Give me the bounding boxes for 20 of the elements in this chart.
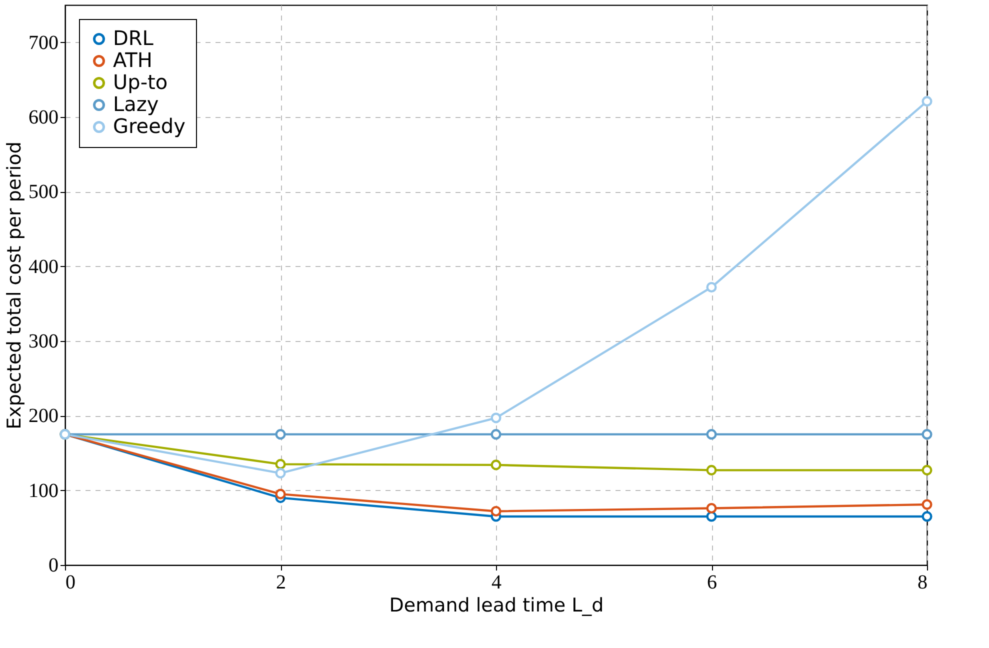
x-tick-label: 0 xyxy=(66,572,76,594)
legend-label: Greedy xyxy=(113,114,186,138)
y-tick-label: 300 xyxy=(28,330,58,352)
legend-label: DRL xyxy=(113,26,154,50)
x-tick-label: 8 xyxy=(918,572,928,594)
legend-label: Up-to xyxy=(113,70,168,94)
y-tick-label: 500 xyxy=(28,181,58,204)
legend-label: ATH xyxy=(113,48,152,72)
x-tick-label: 2 xyxy=(276,572,286,594)
y-tick-label: 100 xyxy=(28,480,58,502)
y-tick-label: 700 xyxy=(28,32,58,54)
x-tick-label: 6 xyxy=(707,572,717,594)
legend-label: Lazy xyxy=(113,92,159,116)
y-axis-title: Expected total cost per period xyxy=(4,142,26,430)
y-tick-label: 400 xyxy=(28,256,58,278)
y-tick-label: 600 xyxy=(28,106,58,128)
x-axis-title: Demand lead time L_d xyxy=(389,594,604,616)
y-tick-label: 0 xyxy=(48,554,58,576)
y-tick-label: 200 xyxy=(28,405,58,428)
x-tick-label: 4 xyxy=(492,572,502,594)
